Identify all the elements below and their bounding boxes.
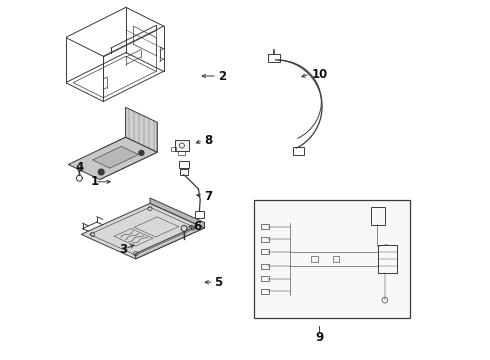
Bar xyxy=(261,276,269,281)
Bar xyxy=(261,237,269,242)
Text: 9: 9 xyxy=(315,330,323,343)
Polygon shape xyxy=(136,222,204,259)
Polygon shape xyxy=(134,228,148,241)
Bar xyxy=(269,54,280,62)
Polygon shape xyxy=(100,122,157,180)
Text: 8: 8 xyxy=(204,134,213,147)
Text: 5: 5 xyxy=(215,276,223,289)
Polygon shape xyxy=(68,137,157,180)
Bar xyxy=(180,169,188,175)
Polygon shape xyxy=(125,107,157,152)
Bar xyxy=(136,230,143,236)
Polygon shape xyxy=(93,147,139,168)
Bar xyxy=(261,264,269,269)
Bar xyxy=(333,256,339,262)
Text: 3: 3 xyxy=(119,243,127,256)
Bar xyxy=(378,244,397,273)
Text: 10: 10 xyxy=(311,68,328,81)
Bar xyxy=(261,249,269,254)
Bar xyxy=(311,256,318,262)
Text: 7: 7 xyxy=(204,190,212,203)
Text: 6: 6 xyxy=(193,220,201,233)
Polygon shape xyxy=(150,198,204,228)
Bar xyxy=(254,200,410,318)
Bar xyxy=(171,147,176,150)
Bar xyxy=(179,161,189,168)
Bar xyxy=(261,224,269,229)
Bar xyxy=(195,211,204,218)
Polygon shape xyxy=(81,203,204,259)
Circle shape xyxy=(98,169,104,175)
Text: 2: 2 xyxy=(218,69,226,82)
Text: 4: 4 xyxy=(75,161,83,174)
Bar xyxy=(261,289,269,294)
Circle shape xyxy=(139,150,144,156)
Text: 1: 1 xyxy=(91,175,99,188)
Bar xyxy=(293,147,304,155)
Bar xyxy=(370,207,385,225)
Polygon shape xyxy=(175,140,189,151)
